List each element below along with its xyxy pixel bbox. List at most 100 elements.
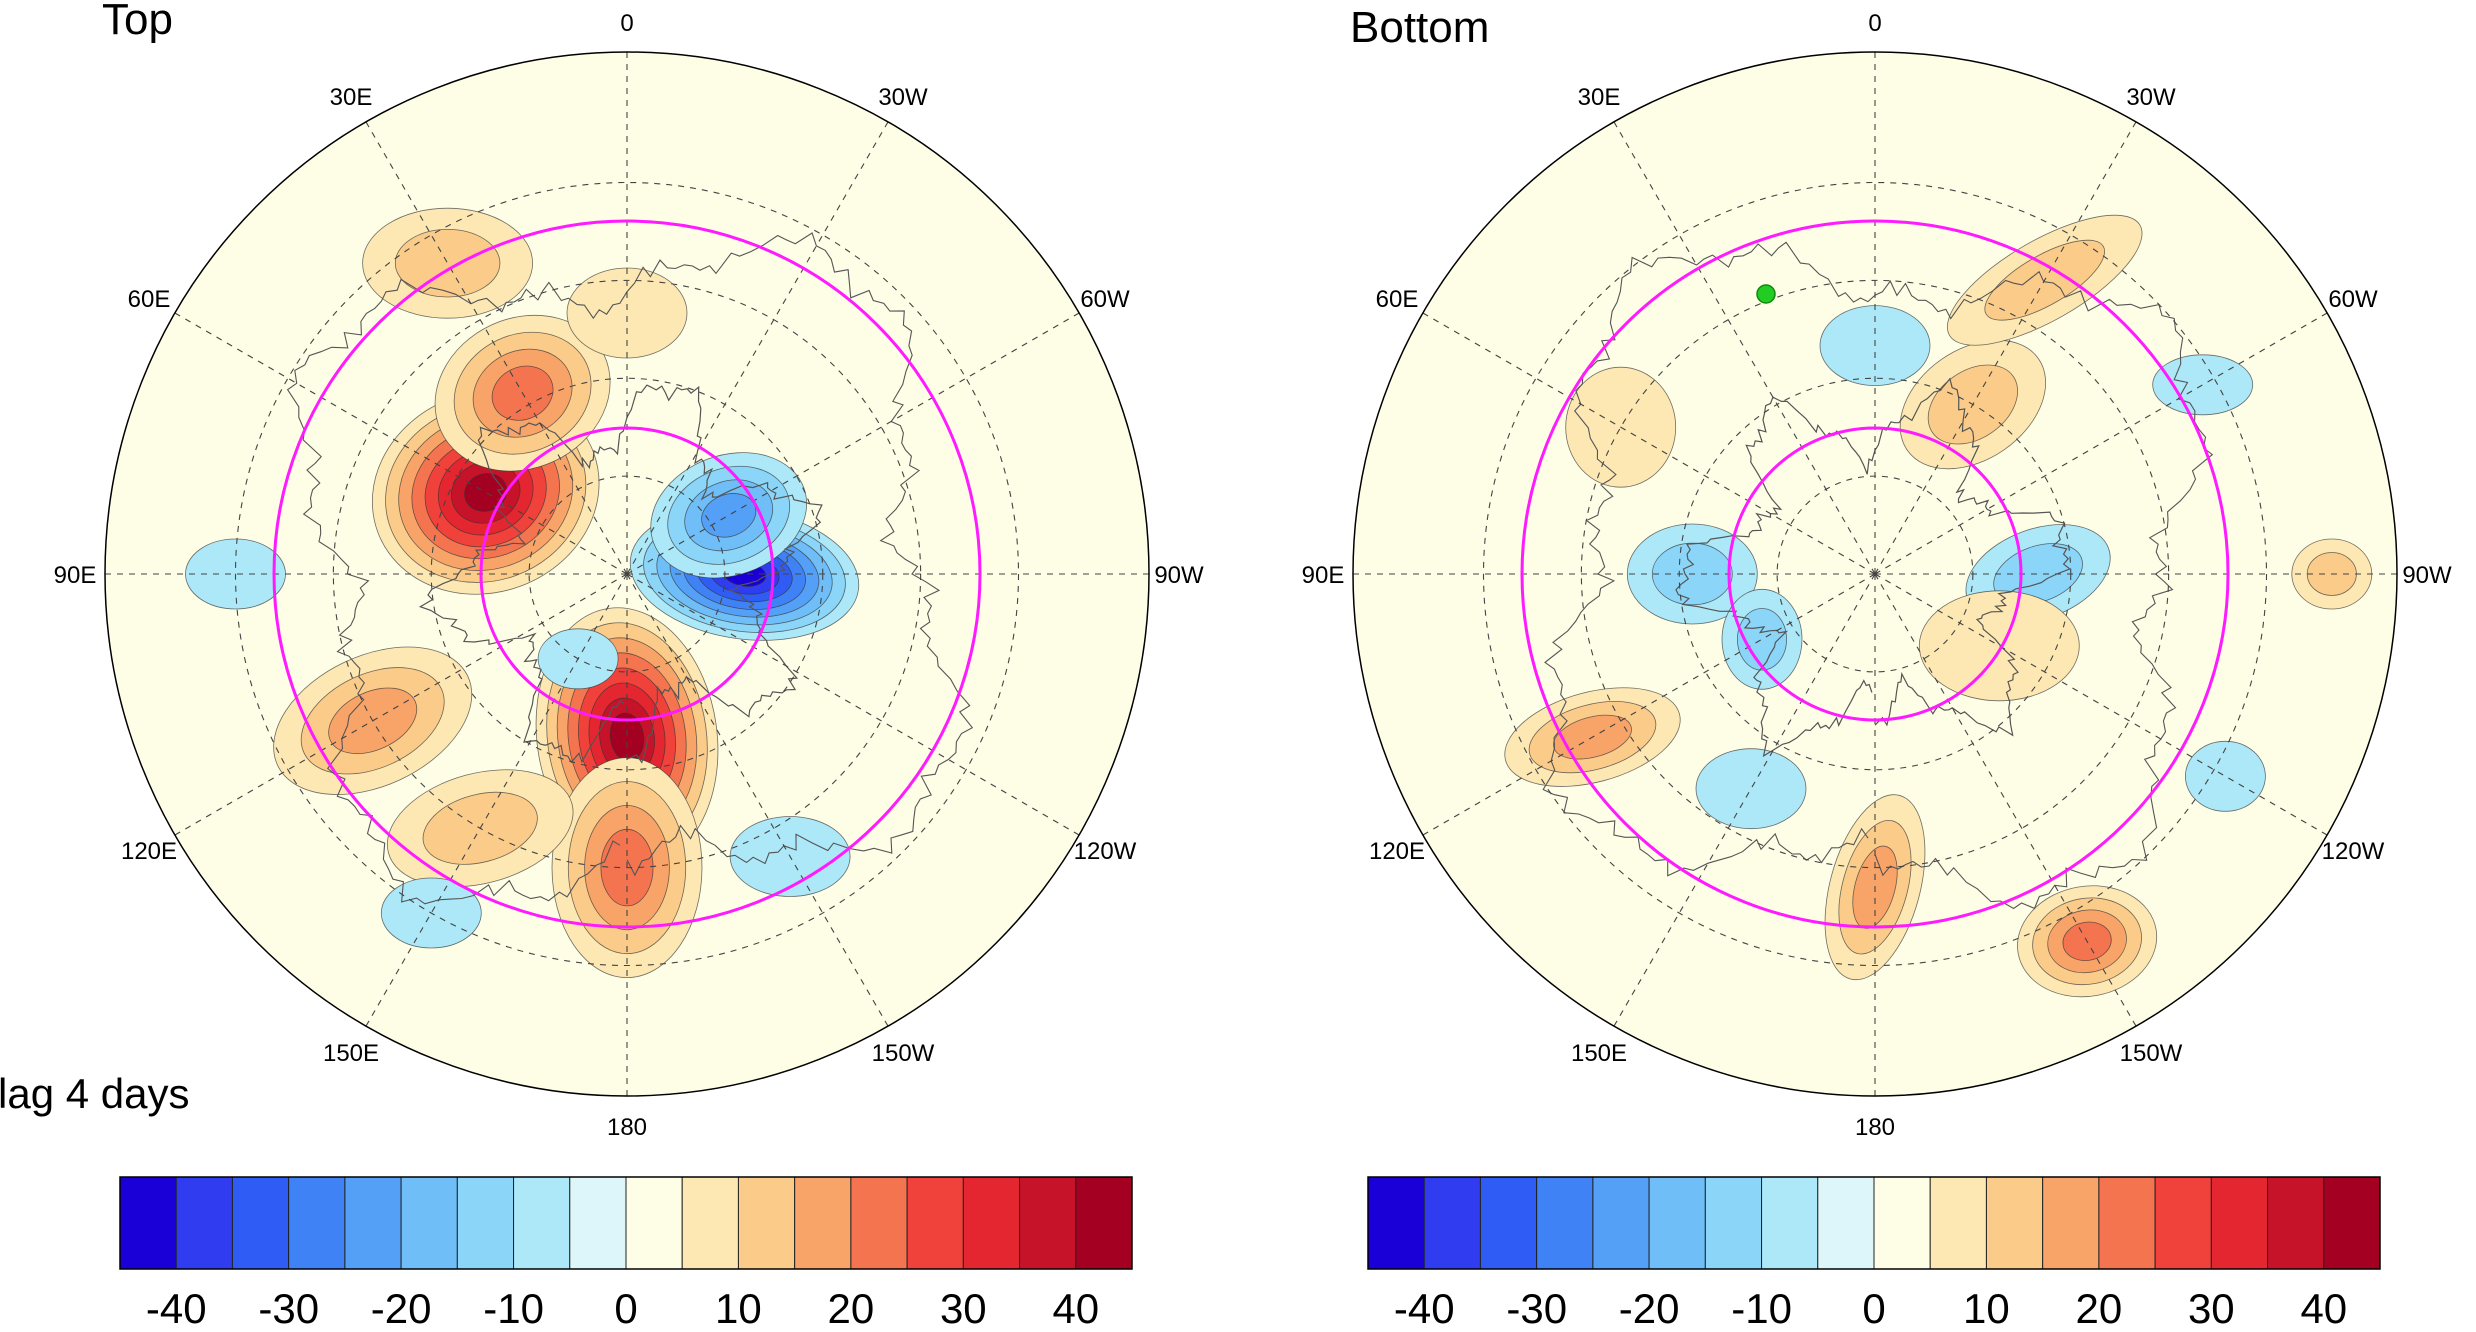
contour-band [1918, 590, 2080, 702]
map-boundary [1352, 51, 2398, 1097]
longitude-label: 90E [1302, 562, 1345, 589]
contour-circles [272, 219, 982, 929]
colorbar-box [1423, 1176, 1481, 1270]
colorbar-box [2154, 1176, 2212, 1270]
colorbar-box [1648, 1176, 1706, 1270]
contour-band [1736, 608, 1788, 671]
colorbar-box [681, 1176, 739, 1270]
colorbar-tick-label: -30 [1506, 1285, 1567, 1332]
longitude-label: 0 [1868, 10, 1881, 37]
colorbar-box [400, 1176, 458, 1270]
meridian-line [626, 312, 1080, 575]
longitude-label: 90E [54, 562, 97, 589]
colorbar-tick-label: 40 [2300, 1285, 2347, 1332]
colorbar-tick-label: -20 [371, 1285, 432, 1332]
longitude-label: 150W [2120, 1040, 2183, 1067]
colorbar-tick-label: -20 [1619, 1285, 1680, 1332]
colorbar-box [2210, 1176, 2269, 1270]
meridian-line [626, 573, 889, 1027]
colorbar-tick-label: 30 [2188, 1285, 2235, 1332]
colorbar-left: -40 -30 -20 -10 0 10 20 30 40 [119, 1176, 1133, 1332]
colorbar-box [1929, 1176, 1987, 1270]
colorbar-box [513, 1176, 571, 1270]
longitude-label: 180 [607, 1114, 647, 1141]
longitude-label: 30W [2126, 84, 2176, 111]
longitude-label: 90W [2402, 562, 2452, 589]
point-marker [1756, 284, 1776, 304]
anomaly-center [2184, 740, 2266, 812]
anomaly-center [1918, 590, 2080, 702]
colorbar-box [2042, 1176, 2100, 1270]
contour-band [394, 229, 501, 298]
colorbar-box [119, 1176, 177, 1270]
colorbar-box [794, 1176, 852, 1270]
anomaly-center [1695, 748, 1807, 830]
coastlines [286, 232, 974, 905]
contour-circle [479, 426, 775, 722]
longitude-label: 120W [1074, 838, 1137, 865]
panel-title: Bottom [1350, 3, 1489, 52]
meridian-line [626, 121, 889, 575]
longitude-label: 60E [1376, 286, 1419, 313]
colorbar-box [1479, 1176, 1538, 1270]
contour-band [2152, 354, 2254, 416]
longitude-label: 120E [1369, 838, 1425, 865]
colorbar-tick-label: -30 [258, 1285, 319, 1332]
contour-circle [272, 219, 982, 929]
meridian-line [626, 573, 1080, 836]
contour-band [1695, 748, 1807, 830]
colorbar-box [2323, 1176, 2381, 1270]
meridian-line [1613, 121, 1876, 575]
longitude-labels: 0 30W 60W 90W 120W 150W 180 150E 120E 90E 60E 30E [54, 10, 1204, 1141]
meridian-line [1613, 573, 1876, 1027]
longitude-label: 150W [872, 1040, 935, 1067]
meridian-line [174, 312, 628, 575]
colorbar-frame [119, 1176, 1133, 1270]
anomaly-field [105, 52, 1149, 1096]
colorbar-box [737, 1176, 796, 1270]
map-boundary [104, 51, 1150, 1097]
colorbar-box [1873, 1176, 1931, 1270]
panel-bottom: Bottom 0 30W 60W 90W 120W 150W 180 150E 120E 90E 6… [1302, 3, 2452, 1141]
latitude-line [234, 181, 1020, 967]
colorbar-tick-label: 40 [1052, 1285, 1099, 1332]
colorbar-right: -40 -30 -20 -10 0 10 20 30 40 [1367, 1176, 2381, 1332]
meridian-line [174, 573, 628, 836]
contour-band [464, 473, 508, 512]
meridian-line [1422, 573, 1876, 836]
latitude-line [1482, 181, 2268, 967]
longitude-label: 150E [1571, 1040, 1627, 1067]
colorbar-box [1536, 1176, 1594, 1270]
colorbar-box [850, 1176, 908, 1270]
anomaly-center [362, 207, 534, 319]
meridian-line [1874, 121, 2137, 575]
longitude-label: 30E [1578, 84, 1621, 111]
longitude-label: 30W [878, 84, 928, 111]
contour-circle [1727, 426, 2023, 722]
colorbar-box [569, 1176, 627, 1270]
colorbar-box [1592, 1176, 1650, 1270]
anomaly-center [2152, 354, 2254, 416]
colorbar-box [1019, 1176, 1077, 1270]
colorbar-tick-label: 20 [828, 1285, 875, 1332]
colorbar-tick-label: 20 [2076, 1285, 2123, 1332]
colorbar-box [625, 1176, 683, 1270]
colorbar-box [2098, 1176, 2156, 1270]
longitude-label: 0 [620, 10, 633, 37]
colorbar-box [1367, 1176, 1425, 1270]
graticule [105, 52, 1149, 1096]
longitude-label: 60W [1080, 286, 1130, 313]
colorbar-tick-label: 0 [1862, 1285, 1885, 1332]
contour-circle [1520, 219, 2230, 929]
longitude-label: 180 [1855, 1114, 1895, 1141]
colorbar-box [906, 1176, 964, 1270]
colorbar-frame [1367, 1176, 2381, 1270]
colorbar-tick-label: 10 [1963, 1285, 2010, 1332]
colorbar-tick-label: -40 [146, 1285, 207, 1332]
colorbar-box [175, 1176, 233, 1270]
colorbar-tick-label: 10 [715, 1285, 762, 1332]
contour-circles [1520, 219, 2230, 929]
longitude-label: 60E [128, 286, 171, 313]
longitude-label: 30E [330, 84, 373, 111]
panel-title: Top [102, 0, 173, 44]
